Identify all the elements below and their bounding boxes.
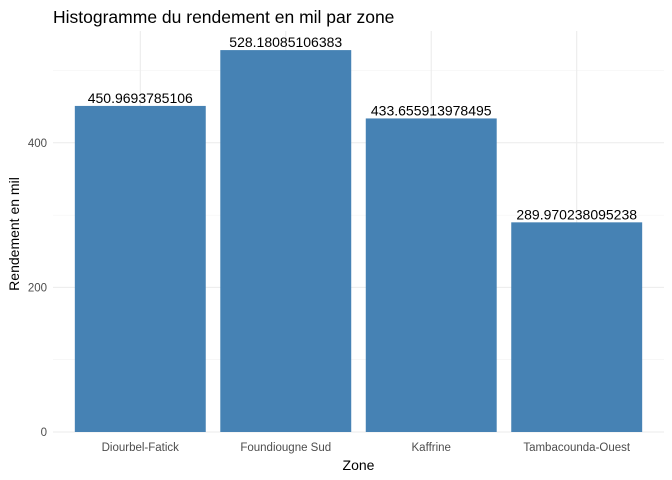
bar-diourbel-fatick	[74, 105, 206, 432]
x-tick-labels: Diourbel-Fatick Foundiougne Sud Kaffrine Ta…	[102, 442, 631, 454]
bar-kaffrine	[365, 118, 497, 432]
bar-foundiougne-sud	[220, 50, 352, 432]
data-labels: 450.9693785106 528.18085106383 433.6559139…	[88, 34, 638, 222]
bar-tambacounda-ouest	[511, 222, 643, 432]
chart-title: Histogramme du rendement en mil par zone	[53, 7, 394, 27]
x-tick-label: Diourbel-Fatick	[102, 442, 180, 454]
y-axis-title: Rendement en mil	[6, 177, 22, 291]
data-label: 528.18085106383	[229, 34, 342, 50]
y-tick-label: 400	[28, 138, 47, 150]
x-tick-label: Foundiougne Sud	[240, 442, 331, 454]
data-label: 289.970238095238	[516, 206, 637, 222]
y-tick-label: 200	[28, 282, 47, 294]
y-tick-label: 0	[41, 427, 47, 439]
bars	[74, 50, 643, 432]
data-label: 433.655913978495	[371, 102, 492, 118]
x-tick-label: Tambacounda-Ouest	[523, 442, 631, 454]
y-tick-labels: 0 200 400	[28, 138, 47, 439]
data-label: 450.9693785106	[88, 90, 193, 106]
x-axis-title: Zone	[343, 457, 375, 473]
x-tick-label: Kaffrine	[412, 442, 451, 454]
